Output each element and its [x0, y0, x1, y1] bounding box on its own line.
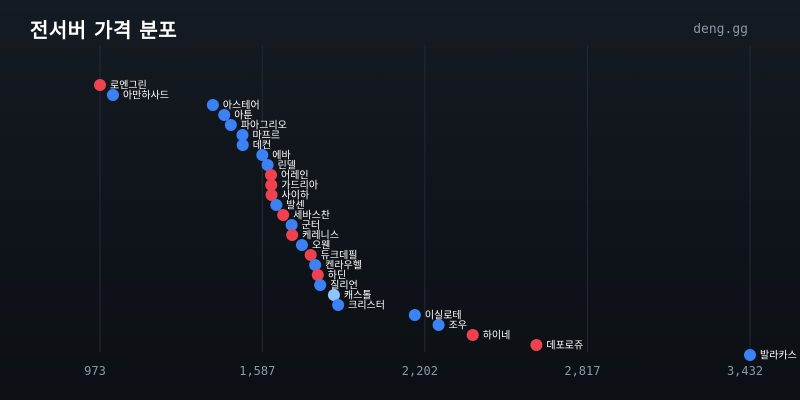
data-point [286, 229, 299, 241]
data-label: 발센 [286, 200, 304, 212]
data-point [265, 169, 278, 181]
data-point [106, 89, 119, 101]
data-label: 군터 [302, 220, 320, 232]
data-label: 린델 [278, 160, 296, 172]
data-label: 파아그리오 [241, 120, 287, 132]
data-label: 로엔그린 [110, 80, 147, 92]
x-axis-ticks: 973 1,587 2,202 2,817 3,432 [84, 364, 763, 378]
data-point [466, 329, 479, 341]
data-label: 켄라우헬 [325, 260, 362, 272]
data-label: 에바 [272, 150, 290, 162]
data-point [256, 149, 269, 161]
data-point [265, 189, 278, 201]
data-label: 질리언 [330, 280, 358, 292]
x-tick-label: 2,817 [564, 364, 600, 378]
data-label: 세바스찬 [293, 210, 330, 222]
grid-lines [99, 45, 751, 352]
data-point [295, 239, 308, 251]
data-label: 데컨 [253, 140, 271, 152]
data-point [432, 319, 445, 331]
data-point [744, 349, 756, 361]
data-point [94, 79, 106, 91]
x-tick-label: 3,432 [727, 364, 763, 378]
data-point [270, 199, 283, 211]
data-points [94, 79, 756, 361]
data-label: 아툰 [234, 110, 252, 122]
data-point [218, 109, 231, 121]
data-point [309, 259, 322, 271]
data-label: 데포로쥬 [546, 340, 583, 352]
data-label: 듀크데필 [321, 250, 358, 262]
data-label: 하이네 [483, 329, 511, 342]
x-tick-label: 1,587 [239, 364, 275, 378]
x-tick-label: 973 [84, 364, 106, 378]
brand-label: deng.gg [693, 22, 748, 37]
data-label: 사이하 [282, 189, 310, 202]
data-point [332, 299, 345, 311]
data-point [408, 309, 421, 321]
data-point [261, 159, 274, 171]
data-point [277, 209, 290, 221]
data-point [327, 289, 340, 301]
data-label: 하딘 [328, 269, 346, 282]
data-label: 마프르 [252, 130, 280, 142]
data-point [206, 99, 219, 111]
data-point [314, 279, 327, 291]
x-tick-label: 2,202 [402, 364, 438, 378]
data-point [304, 249, 317, 261]
data-point [311, 269, 324, 281]
data-label: 발라카스 [760, 350, 797, 362]
data-label: 어레인 [281, 170, 309, 182]
data-point [530, 339, 543, 351]
data-label: 아만하사드 [123, 89, 169, 102]
data-point [285, 219, 298, 231]
data-label: 오웬 [312, 239, 330, 252]
chart-title: 전서버 가격 분포 [30, 18, 178, 42]
data-point [236, 139, 249, 151]
data-label: 케레니스 [302, 230, 339, 242]
data-label: 아스테어 [223, 100, 260, 112]
data-label: 캐스톨 [344, 290, 372, 302]
data-label: 크리스터 [348, 300, 385, 312]
data-point [265, 179, 278, 191]
data-point [236, 129, 249, 141]
data-labels: 로엔그린아만하사드아스테어아툰파아그리오마프르데컨에바린델어레인가드리아사이하발… [110, 80, 797, 362]
data-point [224, 119, 237, 131]
data-label: 이실로테 [425, 310, 462, 322]
data-label: 가드리아 [281, 180, 318, 192]
data-label: 조우 [449, 320, 467, 332]
